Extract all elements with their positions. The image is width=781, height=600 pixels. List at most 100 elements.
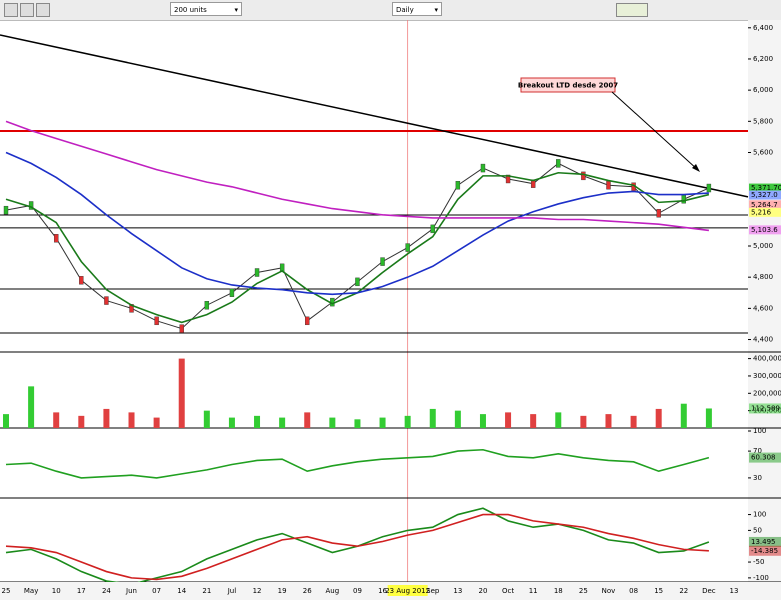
candle [104,296,109,305]
axis-background [748,20,781,600]
y-tick-label: 6,200 [753,55,773,63]
y-tick-label: 200,000 [753,389,781,397]
candle [3,205,9,215]
volume-bar [505,412,512,428]
candle [556,159,561,168]
y-tick-label: 6,400 [753,24,773,32]
volume-bar [78,415,85,428]
volume-bar [580,415,587,428]
y-tick-label: 300,000 [753,372,781,380]
value-label-box [749,536,781,547]
y-tick-label: 400,000 [753,355,781,363]
volume-bar [680,403,687,428]
volume-bar [404,415,411,428]
y-tick-label: 30 [753,474,762,482]
volume-bar [630,415,637,428]
x-tick-label: 12 [253,587,262,595]
volume-bar [655,408,662,428]
y-tick-label: 50 [753,526,762,534]
series-line [5,162,710,330]
x-tick-label: 14 [177,587,186,595]
x-tick-label: 17 [77,587,86,595]
y-tick-label: 5,600 [753,148,773,156]
volume-bar [329,417,336,428]
series-line [5,513,709,581]
close-icon[interactable] [36,3,50,17]
price-label-box [749,207,781,217]
annotation: Breakout LTD desde 2007 [518,82,618,90]
x-tick-label: 09 [353,587,362,595]
trend-line [0,34,749,198]
y-tick-label: 5,800 [753,117,773,125]
x-tick-label: 26 [303,587,312,595]
date-highlight [387,585,428,596]
series-line [5,151,709,296]
x-tick-label: 20 [479,587,488,595]
candle [254,268,260,277]
x-tick-label: 24 [102,587,111,595]
candle [79,276,84,285]
volume-bar [304,412,311,428]
price-label: 5,103.6 [751,226,778,234]
x-tick-label: 19 [278,587,287,595]
x-tick-label: Dec [702,587,716,595]
value-label: 13.495 [751,538,776,546]
y-tick-label: 100 [753,427,766,435]
candle [706,183,712,193]
price-label-box [749,190,781,200]
x-tick-label: 13 [730,587,739,595]
y-tick-label: 4,400 [753,336,773,344]
period-select[interactable]: Daily [392,2,442,17]
x-tick-label: 21 [202,587,211,595]
volume-bar [279,417,286,428]
price-label: 5,264.7 [751,201,778,209]
annotation-box [520,77,616,93]
x-tick-label: 22 [679,587,688,595]
candle [229,288,235,297]
x-tick-label: May [24,587,38,595]
value-label-box [749,403,781,414]
lock-icon[interactable] [4,3,18,17]
candle [606,181,611,190]
candle [405,243,410,252]
value-label-box [749,452,781,463]
candle [54,234,59,243]
y-tick-label: 70 [753,447,762,455]
price-label: 5,371.70 [751,184,781,192]
volume-bar [53,412,60,428]
x-tick-label: 08 [629,587,638,595]
candle [28,201,34,210]
price-label-box [749,200,781,210]
volume-bar [103,408,110,428]
volume-bar [153,417,160,428]
volume-bar [228,417,235,428]
volume-bar [128,412,135,428]
chart: 6,400 6,200 6,000 5,800 5,600 5,000 4,800 4,600… [0,20,781,600]
volume-bar [555,412,562,428]
volume-bar [178,358,185,428]
x-tick-label: 25 [579,587,588,595]
x-tick-label: 16 [378,587,387,595]
value-label: 60.308 [751,454,776,462]
value-label: -14.385 [751,547,778,555]
x-tick-label: Sep [426,587,440,595]
x-tick-label: 18 [554,587,563,595]
candle [581,171,586,181]
chart-type-icon[interactable] [616,3,648,17]
candle [355,277,360,287]
x-tick-label: 13 [453,587,462,595]
y-tick-label: 4,600 [753,304,773,312]
units-select[interactable]: 200 units [170,2,242,17]
delete-icon[interactable] [20,3,34,17]
value-label: 112,589 [751,404,780,412]
candle [656,209,661,218]
series-line [5,120,709,232]
y-tick-label: 5,000 [753,242,773,250]
volume-bar [379,417,386,428]
volume-bar [479,414,486,428]
x-tick-label: Aug [326,587,340,595]
price-label-box [749,183,781,193]
candle [380,257,385,266]
candle [480,163,486,173]
volume-bar [3,414,9,428]
